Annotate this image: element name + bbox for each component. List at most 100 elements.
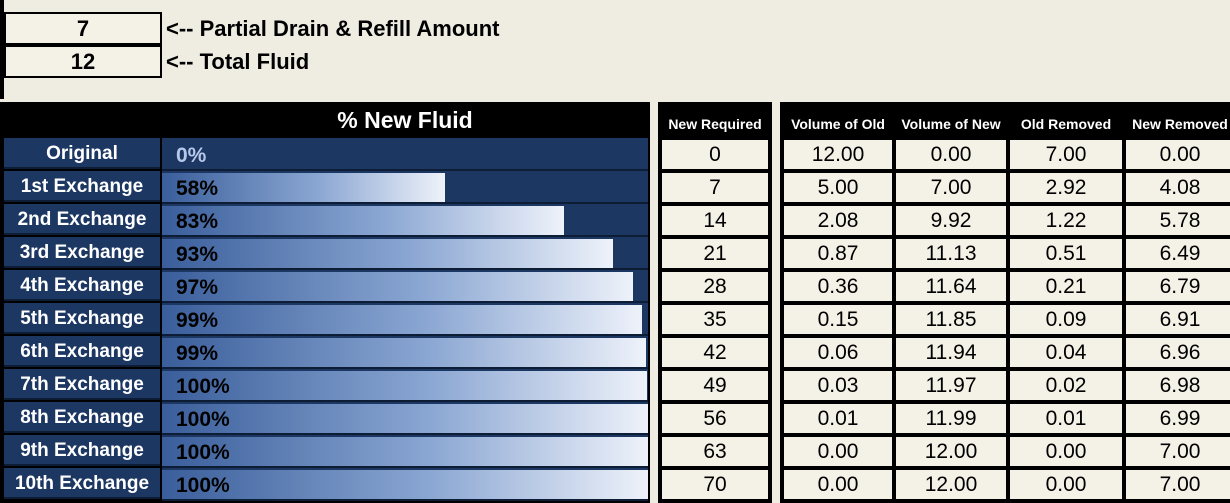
- new-removed-cell[interactable]: 6.49: [1126, 239, 1230, 268]
- total-fluid-label: <-- Total Fluid: [166, 49, 310, 74]
- row-label: 9th Exchange: [4, 435, 160, 466]
- percent-bar: [162, 470, 648, 499]
- new-required-cell[interactable]: 70: [662, 470, 768, 499]
- volume-new-cell[interactable]: 7.00: [896, 173, 1006, 202]
- volume-old-cell[interactable]: 0.87: [784, 239, 892, 268]
- old-removed-cell[interactable]: 0.02: [1010, 371, 1122, 400]
- new-fluid-chart: % New Fluid 0% 58% 83% 93% 97% 99% 99% 100% 100%…: [0, 102, 650, 503]
- new-required-cell[interactable]: 63: [662, 437, 768, 466]
- chart-title: % New Fluid: [337, 107, 473, 133]
- old-removed-cell[interactable]: 0.04: [1010, 338, 1122, 367]
- volume-old-cell[interactable]: 0.36: [784, 272, 892, 301]
- row-divider: [162, 334, 648, 336]
- row-divider: [162, 202, 648, 204]
- percent-label: 100%: [176, 375, 230, 398]
- volume-new-cell[interactable]: 11.94: [896, 338, 1006, 367]
- new-removed-cell[interactable]: 7.00: [1126, 470, 1230, 499]
- row-divider: [162, 367, 648, 369]
- old-removed-cell[interactable]: 7.00: [1010, 140, 1122, 169]
- row-label: Original: [4, 138, 160, 169]
- row-divider: [162, 301, 648, 303]
- row-label: 4th Exchange: [4, 270, 160, 301]
- volume-new-cell[interactable]: 12.00: [896, 437, 1006, 466]
- partial-amount-cell[interactable]: 7: [4, 12, 162, 45]
- volume-new-cell[interactable]: 9.92: [896, 206, 1006, 235]
- percent-label: 99%: [176, 342, 219, 365]
- old-removed-cell[interactable]: 0.01: [1010, 404, 1122, 433]
- volume-old-cell[interactable]: 2.08: [784, 206, 892, 235]
- volume-new-cell[interactable]: 0.00: [896, 140, 1006, 169]
- row-divider: [162, 466, 648, 468]
- old-removed-cell[interactable]: 0.21: [1010, 272, 1122, 301]
- volume-new-cell[interactable]: 11.64: [896, 272, 1006, 301]
- row-divider: [162, 433, 648, 435]
- volume-new-cell[interactable]: 11.99: [896, 404, 1006, 433]
- new-required-cell[interactable]: 21: [662, 239, 768, 268]
- old-removed-cell[interactable]: 2.92: [1010, 173, 1122, 202]
- new-required-cell[interactable]: 35: [662, 305, 768, 334]
- volume-new-cell[interactable]: 11.85: [896, 305, 1006, 334]
- new-required-header: New Required: [668, 116, 762, 132]
- row-label: 1st Exchange: [4, 171, 160, 202]
- percent-bar: [162, 206, 564, 235]
- new-required-cell[interactable]: 7: [662, 173, 768, 202]
- new-removed-cell[interactable]: 0.00: [1126, 140, 1230, 169]
- volume-new-cell[interactable]: 11.13: [896, 239, 1006, 268]
- new-removed-cell[interactable]: 6.99: [1126, 404, 1230, 433]
- new-removed-cell[interactable]: 6.91: [1126, 305, 1230, 334]
- volume-old-cell[interactable]: 0.01: [784, 404, 892, 433]
- old-removed-cell[interactable]: 0.00: [1010, 470, 1122, 499]
- volume-old-cell[interactable]: 0.00: [784, 437, 892, 466]
- row-label: 7th Exchange: [4, 369, 160, 400]
- percent-label: 58%: [176, 177, 219, 200]
- percent-bar: [162, 173, 445, 202]
- new-removed-cell[interactable]: 7.00: [1126, 437, 1230, 466]
- old-removed-cell[interactable]: 0.09: [1010, 305, 1122, 334]
- percent-label: 93%: [176, 243, 219, 266]
- row-divider: [162, 499, 648, 501]
- volume-old-cell[interactable]: 0.15: [784, 305, 892, 334]
- row-divider: [162, 169, 648, 171]
- row-label: 2nd Exchange: [4, 204, 160, 235]
- new-required-cell[interactable]: 14: [662, 206, 768, 235]
- new-required-cell[interactable]: 42: [662, 338, 768, 367]
- new-removed-cell[interactable]: 6.98: [1126, 371, 1230, 400]
- row-label: 5th Exchange: [4, 303, 160, 334]
- new-removed-header: New Removed: [1132, 116, 1228, 132]
- volume-new-cell[interactable]: 11.97: [896, 371, 1006, 400]
- percent-label: 100%: [176, 441, 230, 464]
- percent-bar: [162, 437, 648, 466]
- volume-old-cell[interactable]: 12.00: [784, 140, 892, 169]
- volume-new-cell[interactable]: 12.00: [896, 470, 1006, 499]
- old-removed-cell[interactable]: 0.00: [1010, 437, 1122, 466]
- volume-table: Volume of Old Volume of New Old Removed …: [780, 102, 1230, 503]
- new-removed-cell[interactable]: 4.08: [1126, 173, 1230, 202]
- percent-label: 0%: [176, 144, 207, 167]
- volume-old-cell[interactable]: 0.03: [784, 371, 892, 400]
- old-removed-cell[interactable]: 1.22: [1010, 206, 1122, 235]
- new-removed-cell[interactable]: 6.79: [1126, 272, 1230, 301]
- sheet-left-border: [0, 0, 4, 99]
- percent-bar: [162, 371, 647, 400]
- row-label: 8th Exchange: [4, 402, 160, 433]
- percent-label: 97%: [176, 276, 219, 299]
- volume-old-cell[interactable]: 0.06: [784, 338, 892, 367]
- old-removed-cell[interactable]: 0.51: [1010, 239, 1122, 268]
- new-removed-cell[interactable]: 5.78: [1126, 206, 1230, 235]
- percent-label: 99%: [176, 309, 219, 332]
- volume-old-cell[interactable]: 0.00: [784, 470, 892, 499]
- row-label: 6th Exchange: [4, 336, 160, 367]
- percent-label: 83%: [176, 210, 219, 233]
- percent-label: 100%: [176, 474, 230, 497]
- volume-old-cell[interactable]: 5.00: [784, 173, 892, 202]
- new-removed-cell[interactable]: 6.96: [1126, 338, 1230, 367]
- row-label: 3rd Exchange: [4, 237, 160, 268]
- new-required-column: New Required 0 7 14 21 28 35 42 49 56 63 70: [658, 102, 772, 503]
- new-required-cell[interactable]: 49: [662, 371, 768, 400]
- new-required-cell[interactable]: 28: [662, 272, 768, 301]
- new-required-cell[interactable]: 0: [662, 140, 768, 169]
- row-divider: [162, 400, 648, 402]
- total-fluid-cell[interactable]: 12: [4, 45, 162, 78]
- percent-bar: [162, 272, 633, 301]
- new-required-cell[interactable]: 56: [662, 404, 768, 433]
